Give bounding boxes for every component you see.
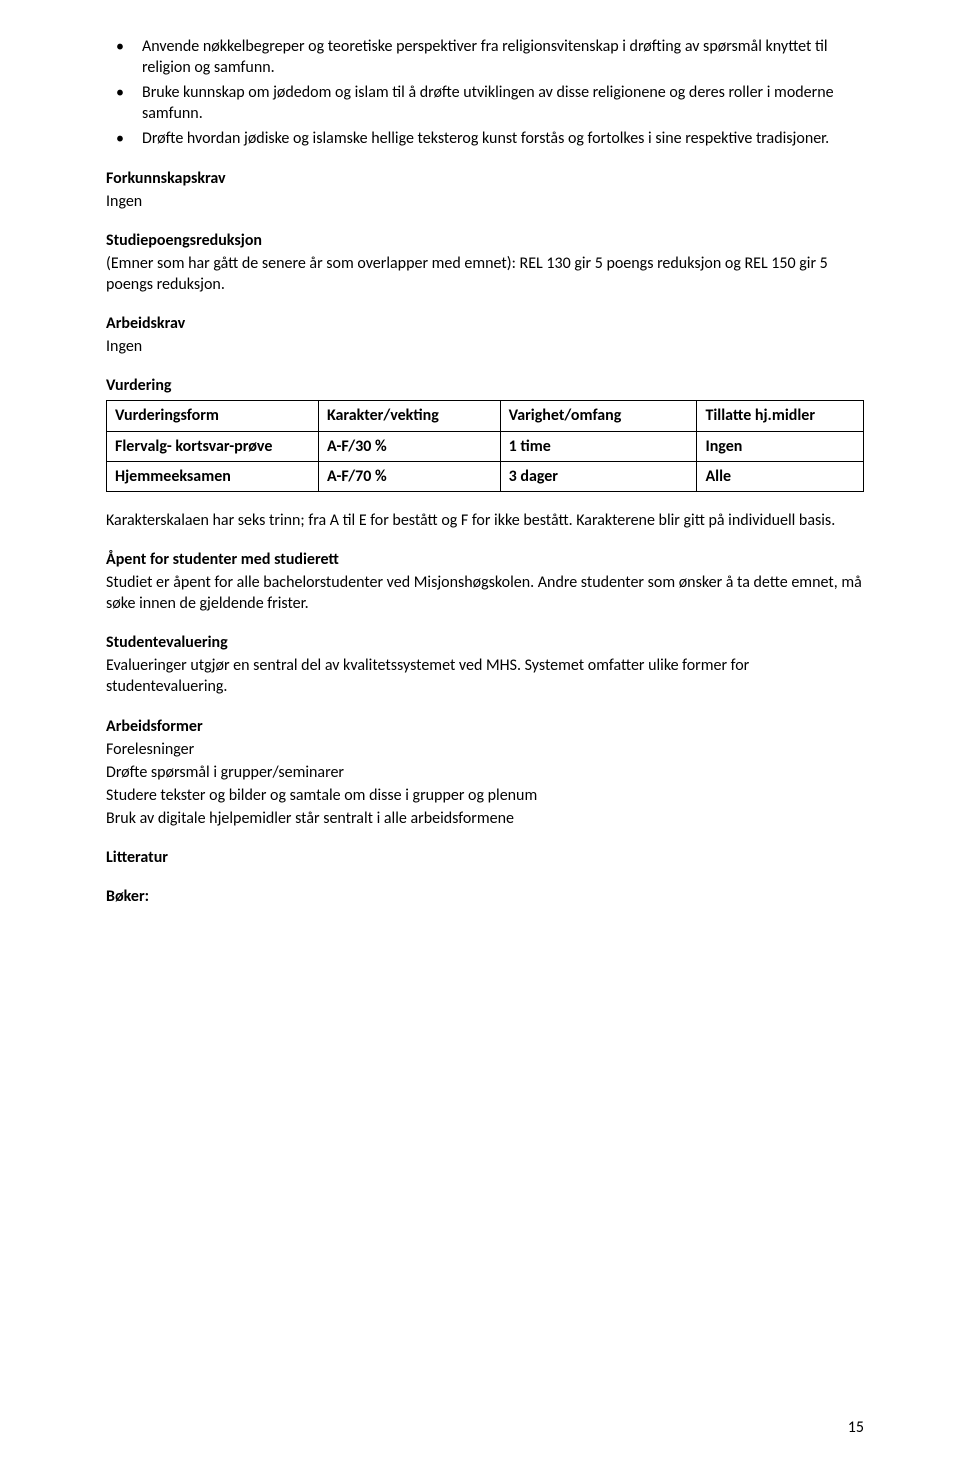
section-apent: Åpent for studenter med studierett Studi… bbox=[106, 549, 864, 614]
table-cell: Hjemmeeksamen bbox=[107, 461, 319, 491]
section-boker: Bøker: bbox=[106, 886, 864, 907]
table-cell: 3 dager bbox=[500, 461, 697, 491]
arbeidsformer-line: Studere tekster og bilder og samtale om … bbox=[106, 785, 864, 806]
section-arbeidsformer: Arbeidsformer Forelesninger Drøfte spørs… bbox=[106, 716, 864, 830]
table-cell: Flervalg- kortsvar-prøve bbox=[107, 431, 319, 461]
table-cell: Ingen bbox=[697, 431, 864, 461]
text-forkunnskapskrav: Ingen bbox=[106, 191, 864, 212]
bullet-marker-icon: • bbox=[106, 36, 142, 78]
heading-studentevaluering: Studentevaluering bbox=[106, 632, 864, 653]
page-number: 15 bbox=[848, 1417, 864, 1438]
section-studentevaluering: Studentevaluering Evalueringer utgjør en… bbox=[106, 632, 864, 697]
text-arbeidskrav: Ingen bbox=[106, 336, 864, 357]
list-item: • Anvende nøkkelbegreper og teoretiske p… bbox=[106, 36, 864, 78]
table-header: Varighet/omfang bbox=[500, 401, 697, 431]
table-header: Tillatte hj.midler bbox=[697, 401, 864, 431]
heading-boker: Bøker: bbox=[106, 886, 864, 907]
heading-studiepoengsreduksjon: Studiepoengsreduksjon bbox=[106, 230, 864, 251]
section-karakterskala: Karakterskalaen har seks trinn; fra A ti… bbox=[106, 510, 864, 531]
bullet-text: Drøfte hvordan jødiske og islamske helli… bbox=[142, 128, 864, 149]
list-item: • Bruke kunnskap om jødedom og islam til… bbox=[106, 82, 864, 124]
text-karakterskala: Karakterskalaen har seks trinn; fra A ti… bbox=[106, 510, 864, 531]
table-row: Hjemmeeksamen A-F/70 % 3 dager Alle bbox=[107, 461, 864, 491]
heading-forkunnskapskrav: Forkunnskapskrav bbox=[106, 168, 864, 189]
section-litteratur: Litteratur bbox=[106, 847, 864, 868]
bullet-marker-icon: • bbox=[106, 82, 142, 124]
table-row: Flervalg- kortsvar-prøve A-F/30 % 1 time… bbox=[107, 431, 864, 461]
heading-litteratur: Litteratur bbox=[106, 847, 864, 868]
text-studentevaluering: Evalueringer utgjør en sentral del av kv… bbox=[106, 655, 864, 697]
table-cell: A-F/30 % bbox=[318, 431, 500, 461]
section-forkunnskapskrav: Forkunnskapskrav Ingen bbox=[106, 168, 864, 212]
table-cell: Alle bbox=[697, 461, 864, 491]
bullet-text: Anvende nøkkelbegreper og teoretiske per… bbox=[142, 36, 864, 78]
arbeidsformer-line: Bruk av digitale hjelpemidler står sentr… bbox=[106, 808, 864, 829]
bullet-list: • Anvende nøkkelbegreper og teoretiske p… bbox=[106, 36, 864, 150]
arbeidsformer-line: Forelesninger bbox=[106, 739, 864, 760]
section-vurdering: Vurdering Vurderingsform Karakter/vektin… bbox=[106, 375, 864, 491]
table-header: Karakter/vekting bbox=[318, 401, 500, 431]
table-cell: A-F/70 % bbox=[318, 461, 500, 491]
bullet-marker-icon: • bbox=[106, 128, 142, 149]
heading-arbeidsformer: Arbeidsformer bbox=[106, 716, 864, 737]
table-header-row: Vurderingsform Karakter/vekting Varighet… bbox=[107, 401, 864, 431]
vurdering-table: Vurderingsform Karakter/vekting Varighet… bbox=[106, 400, 864, 491]
list-item: • Drøfte hvordan jødiske og islamske hel… bbox=[106, 128, 864, 149]
heading-arbeidskrav: Arbeidskrav bbox=[106, 313, 864, 334]
section-studiepoengsreduksjon: Studiepoengsreduksjon (Emner som har gåt… bbox=[106, 230, 864, 295]
bullet-text: Bruke kunnskap om jødedom og islam til å… bbox=[142, 82, 864, 124]
heading-apent: Åpent for studenter med studierett bbox=[106, 549, 864, 570]
text-studiepoengsreduksjon: (Emner som har gått de senere år som ove… bbox=[106, 253, 864, 295]
table-cell: 1 time bbox=[500, 431, 697, 461]
heading-vurdering: Vurdering bbox=[106, 375, 864, 396]
table-header: Vurderingsform bbox=[107, 401, 319, 431]
section-arbeidskrav: Arbeidskrav Ingen bbox=[106, 313, 864, 357]
text-apent: Studiet er åpent for alle bachelorstuden… bbox=[106, 572, 864, 614]
arbeidsformer-line: Drøfte spørsmål i grupper/seminarer bbox=[106, 762, 864, 783]
